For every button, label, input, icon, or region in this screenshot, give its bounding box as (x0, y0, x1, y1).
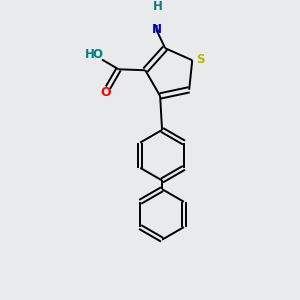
Text: N: N (152, 23, 161, 36)
Text: H: H (85, 48, 94, 61)
Text: H: H (153, 0, 163, 13)
Text: S: S (196, 53, 204, 66)
Text: O: O (92, 48, 102, 61)
Text: O: O (100, 86, 111, 99)
